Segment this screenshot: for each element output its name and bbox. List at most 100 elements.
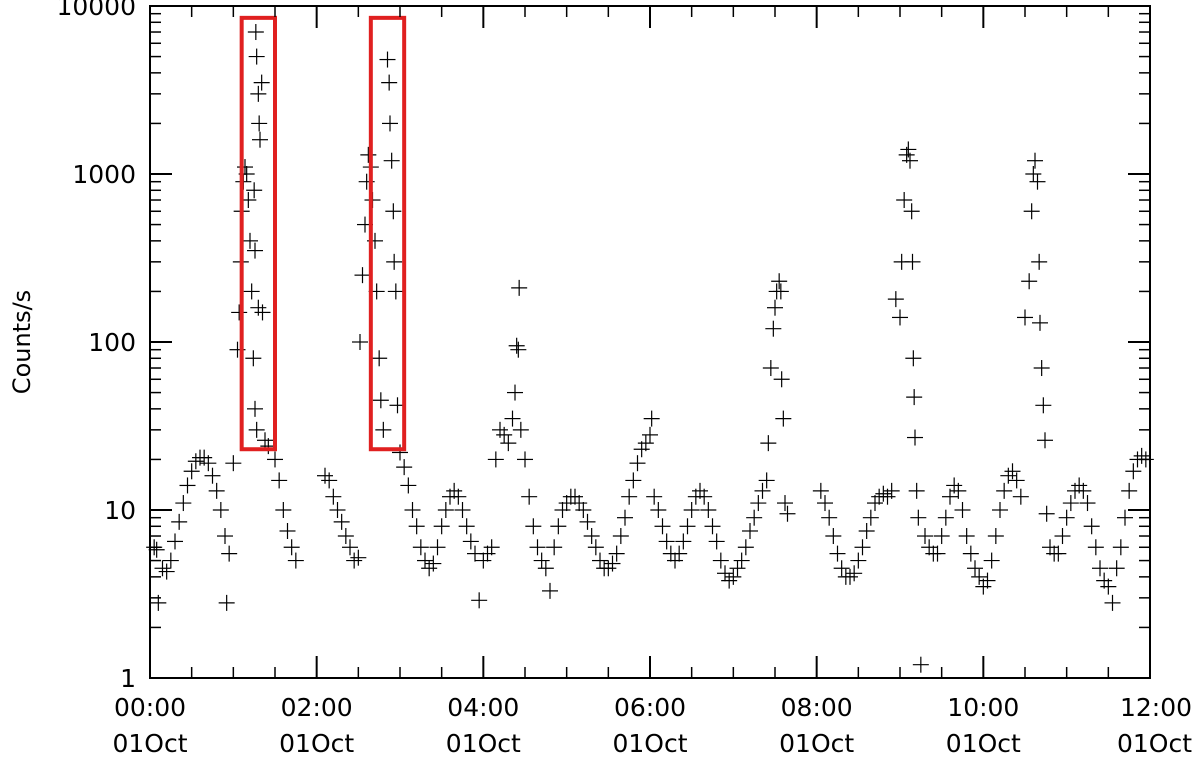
data-point	[1025, 166, 1042, 182]
data-point	[379, 51, 396, 68]
x-tick-time-label: 08:00	[781, 693, 853, 722]
x-tick-date-label: 01Oct	[446, 729, 521, 758]
data-point	[487, 451, 504, 468]
data-point	[760, 435, 777, 452]
data-point	[354, 267, 371, 284]
data-point	[162, 552, 179, 569]
data-point	[254, 304, 271, 321]
data-point	[217, 528, 233, 545]
data-point	[542, 582, 558, 599]
plot-frame	[149, 5, 1151, 679]
data-point	[733, 552, 750, 569]
data-point	[231, 304, 248, 321]
data-point	[933, 528, 950, 545]
data-point	[1104, 594, 1121, 611]
data-point	[496, 426, 513, 443]
data-point	[550, 518, 567, 535]
data-point	[1035, 397, 1052, 414]
data-point	[612, 528, 629, 545]
data-point	[750, 495, 767, 512]
data-point	[1058, 509, 1075, 526]
data-point	[475, 552, 492, 569]
data-point	[704, 518, 721, 535]
data-point	[937, 509, 954, 526]
data-point	[650, 502, 667, 518]
data-point	[625, 472, 642, 489]
data-point	[346, 552, 363, 569]
data-point	[371, 350, 388, 367]
data-point	[817, 495, 833, 512]
data-point	[992, 502, 1008, 518]
data-marks	[146, 24, 1154, 673]
data-point	[1031, 253, 1048, 270]
data-point	[521, 488, 538, 505]
data-point	[825, 528, 842, 545]
data-point	[204, 467, 221, 484]
data-point	[325, 488, 342, 505]
data-point	[754, 482, 771, 499]
data-point	[283, 539, 300, 556]
y-axis-title: Counts/s	[8, 290, 36, 394]
data-point	[987, 528, 1004, 545]
data-point	[717, 565, 733, 582]
data-point	[1112, 539, 1129, 556]
data-point	[903, 203, 920, 220]
data-point	[777, 495, 793, 512]
x-tick-time-label: 00:00	[114, 693, 186, 722]
data-point	[833, 560, 850, 577]
data-point	[779, 505, 796, 522]
data-point	[372, 392, 389, 409]
data-point	[617, 509, 633, 526]
data-point	[279, 522, 296, 539]
data-point	[387, 283, 404, 300]
y-tick-label: 1000	[72, 160, 136, 189]
y-tick-label: 100	[88, 328, 136, 357]
data-point	[579, 513, 596, 530]
data-point	[746, 509, 763, 526]
x-axis: 00:00 01Oct 02:00 01Oct 04:00 01Oct 06:00 01Oct…	[112, 6, 1192, 758]
data-point	[1033, 360, 1050, 377]
data-point	[1054, 528, 1071, 545]
data-point	[512, 421, 529, 438]
data-point	[1100, 578, 1117, 595]
data-point	[642, 426, 658, 443]
data-point	[842, 568, 858, 585]
data-point	[683, 502, 700, 518]
data-point	[942, 488, 958, 505]
data-point	[507, 384, 523, 401]
data-point	[225, 455, 242, 472]
data-point	[208, 482, 225, 499]
data-point	[1075, 482, 1092, 499]
data-point	[1038, 505, 1055, 522]
data-point	[906, 389, 923, 406]
data-point	[245, 350, 262, 367]
data-point	[1117, 509, 1133, 526]
x-tick-date-label: 01Oct	[779, 729, 854, 758]
data-point	[250, 299, 267, 316]
data-point	[425, 555, 442, 572]
data-point	[962, 545, 979, 562]
data-point	[317, 467, 333, 484]
data-point	[658, 533, 675, 550]
data-point	[967, 560, 983, 577]
data-point	[604, 555, 621, 572]
data-point	[267, 451, 283, 468]
data-point	[767, 299, 783, 316]
data-point	[896, 192, 913, 209]
data-point	[385, 203, 402, 220]
x-tick-time-label: 02:00	[281, 693, 353, 722]
data-point	[382, 115, 398, 132]
data-point	[629, 455, 646, 472]
data-point	[633, 441, 650, 458]
highlight-boxes	[239, 15, 407, 452]
data-point	[712, 552, 729, 569]
data-point	[729, 560, 746, 577]
data-point	[437, 502, 454, 518]
data-point	[1037, 432, 1053, 449]
highlight-box	[368, 15, 407, 452]
data-point	[867, 495, 883, 512]
data-point	[554, 502, 571, 518]
data-point	[218, 594, 235, 611]
data-point	[321, 472, 338, 489]
data-point	[765, 320, 782, 337]
